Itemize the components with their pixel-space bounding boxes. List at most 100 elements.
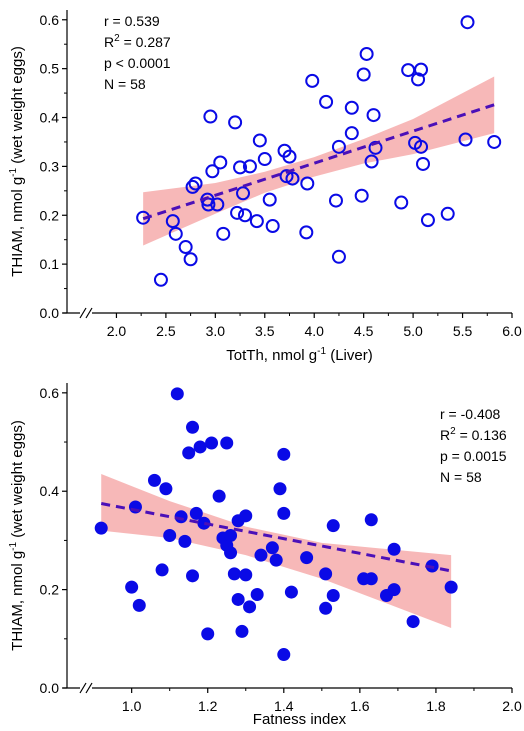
data-point-10: [178, 534, 192, 548]
x-tick-label: 1.0: [122, 698, 142, 714]
y-tick-label: 0.0: [40, 305, 60, 321]
data-point-39: [354, 188, 369, 203]
data-point-49: [414, 139, 429, 154]
x-tick-label: 3.0: [206, 323, 226, 339]
data-point-5: [155, 563, 169, 577]
data-point-52: [420, 213, 435, 228]
data-points: [94, 387, 458, 662]
data-point-52: [406, 615, 420, 629]
data-point-35: [331, 139, 346, 154]
data-point-28: [235, 624, 249, 638]
x-tick-label: 1.2: [198, 698, 218, 714]
data-point-34: [265, 541, 279, 555]
data-point-32: [250, 588, 264, 602]
data-point-29: [239, 568, 253, 582]
data-point-40: [356, 67, 371, 82]
stat-p-value: p = 0.0015: [440, 448, 507, 464]
data-point-48: [411, 72, 426, 87]
x-tick-label: 1.8: [426, 698, 446, 714]
y-axis-label: THIAM, nmol g-1 (wet weight eggs): [8, 46, 26, 277]
y-tick-label: 0.4: [40, 483, 60, 499]
x-tick-label: 5.0: [403, 323, 423, 339]
data-point-14: [189, 506, 203, 520]
data-point-13: [186, 569, 200, 583]
data-point-50: [387, 542, 401, 556]
data-point-15: [193, 440, 207, 454]
data-point-13: [213, 155, 228, 170]
data-point-50: [414, 62, 429, 77]
data-point-51: [387, 583, 401, 597]
data-point-2: [165, 214, 180, 229]
data-point-3: [168, 226, 183, 241]
x-tick-label: 3.5: [255, 323, 275, 339]
x-tick-label: 5.5: [453, 323, 473, 339]
axes: 0.0 0.1 0.2 0.3 0.4 0.5 0.6 2.0 2.5 3.0 3.5 4.0 4.5 5…: [40, 10, 522, 339]
data-point-23: [257, 152, 272, 167]
axis-break-mark: [85, 307, 93, 319]
x-tick-label: 1.4: [274, 698, 294, 714]
data-point-54: [458, 132, 473, 147]
data-point-34: [328, 193, 343, 208]
data-point-46: [401, 63, 416, 78]
data-point-10: [203, 109, 218, 124]
data-point-24: [224, 529, 238, 542]
data-point-55: [460, 15, 475, 30]
data-point-32: [305, 73, 320, 88]
data-point-5: [183, 252, 198, 267]
data-point-22: [252, 133, 267, 148]
y-tick-label: 0.2: [40, 207, 60, 223]
data-point-6: [185, 179, 200, 194]
y-axis-label: THIAM, nmol g-1 (wet weight eggs): [8, 420, 26, 651]
data-point-25: [265, 219, 280, 234]
data-point-43: [319, 601, 333, 615]
x-tick-label: 4.5: [354, 323, 374, 339]
data-point-24: [262, 192, 277, 207]
data-point-14: [216, 226, 231, 241]
axis-break-mark: [79, 682, 87, 694]
scatter-panel-fatness: 0.0 0.2 0.4 0.6 1.0 1.2 1.4 1.6 1.8 2.0 r = -0.40…: [8, 383, 522, 728]
data-point-17: [233, 160, 248, 175]
data-point-47: [364, 572, 378, 586]
data-point-6: [159, 482, 173, 496]
x-tick-label: 4.0: [304, 323, 324, 339]
y-tick-label: 0.4: [40, 110, 60, 126]
data-point-4: [178, 240, 193, 255]
data-points: [136, 15, 502, 287]
y-tick-label: 0.1: [40, 256, 60, 272]
data-point-9: [174, 510, 188, 524]
data-point-31: [300, 176, 315, 191]
y-tick-label: 0.2: [40, 582, 60, 598]
data-point-16: [230, 205, 245, 220]
data-point-15: [228, 115, 243, 130]
x-tick-label: 2.0: [107, 323, 127, 339]
data-point-21: [249, 214, 264, 229]
data-point-51: [416, 156, 430, 171]
stat-r-squared: R2 = 0.287: [104, 33, 171, 50]
data-point-21: [220, 436, 234, 450]
x-axis-label: Fatness index: [253, 711, 347, 728]
data-point-8: [170, 387, 184, 401]
data-point-36: [273, 482, 287, 496]
data-point-12: [186, 420, 200, 434]
data-point-35: [269, 553, 283, 567]
data-point-42: [364, 154, 379, 169]
data-point-26: [231, 592, 245, 606]
stat-n: N = 58: [440, 469, 482, 485]
data-point-29: [285, 171, 300, 186]
stat-r: r = -0.408: [440, 406, 501, 422]
regression-line: [142, 103, 495, 221]
scatter-panel-liver: 0.0 0.1 0.2 0.3 0.4 0.5 0.6 2.0 2.5 3.0 3.5 4.0 4.5 5…: [8, 10, 522, 364]
x-tick-label: 6.0: [502, 323, 522, 339]
data-point-7: [188, 176, 203, 191]
stat-p-value: p < 0.0001: [104, 55, 171, 71]
data-point-48: [364, 513, 378, 527]
data-point-41: [300, 551, 314, 565]
y-tick-label: 0.5: [40, 61, 60, 77]
data-point-45: [326, 589, 340, 603]
data-point-38: [277, 447, 291, 461]
data-point-19: [212, 489, 226, 503]
data-point-39: [277, 506, 291, 520]
data-point-40: [284, 585, 298, 599]
data-point-56: [487, 134, 502, 149]
